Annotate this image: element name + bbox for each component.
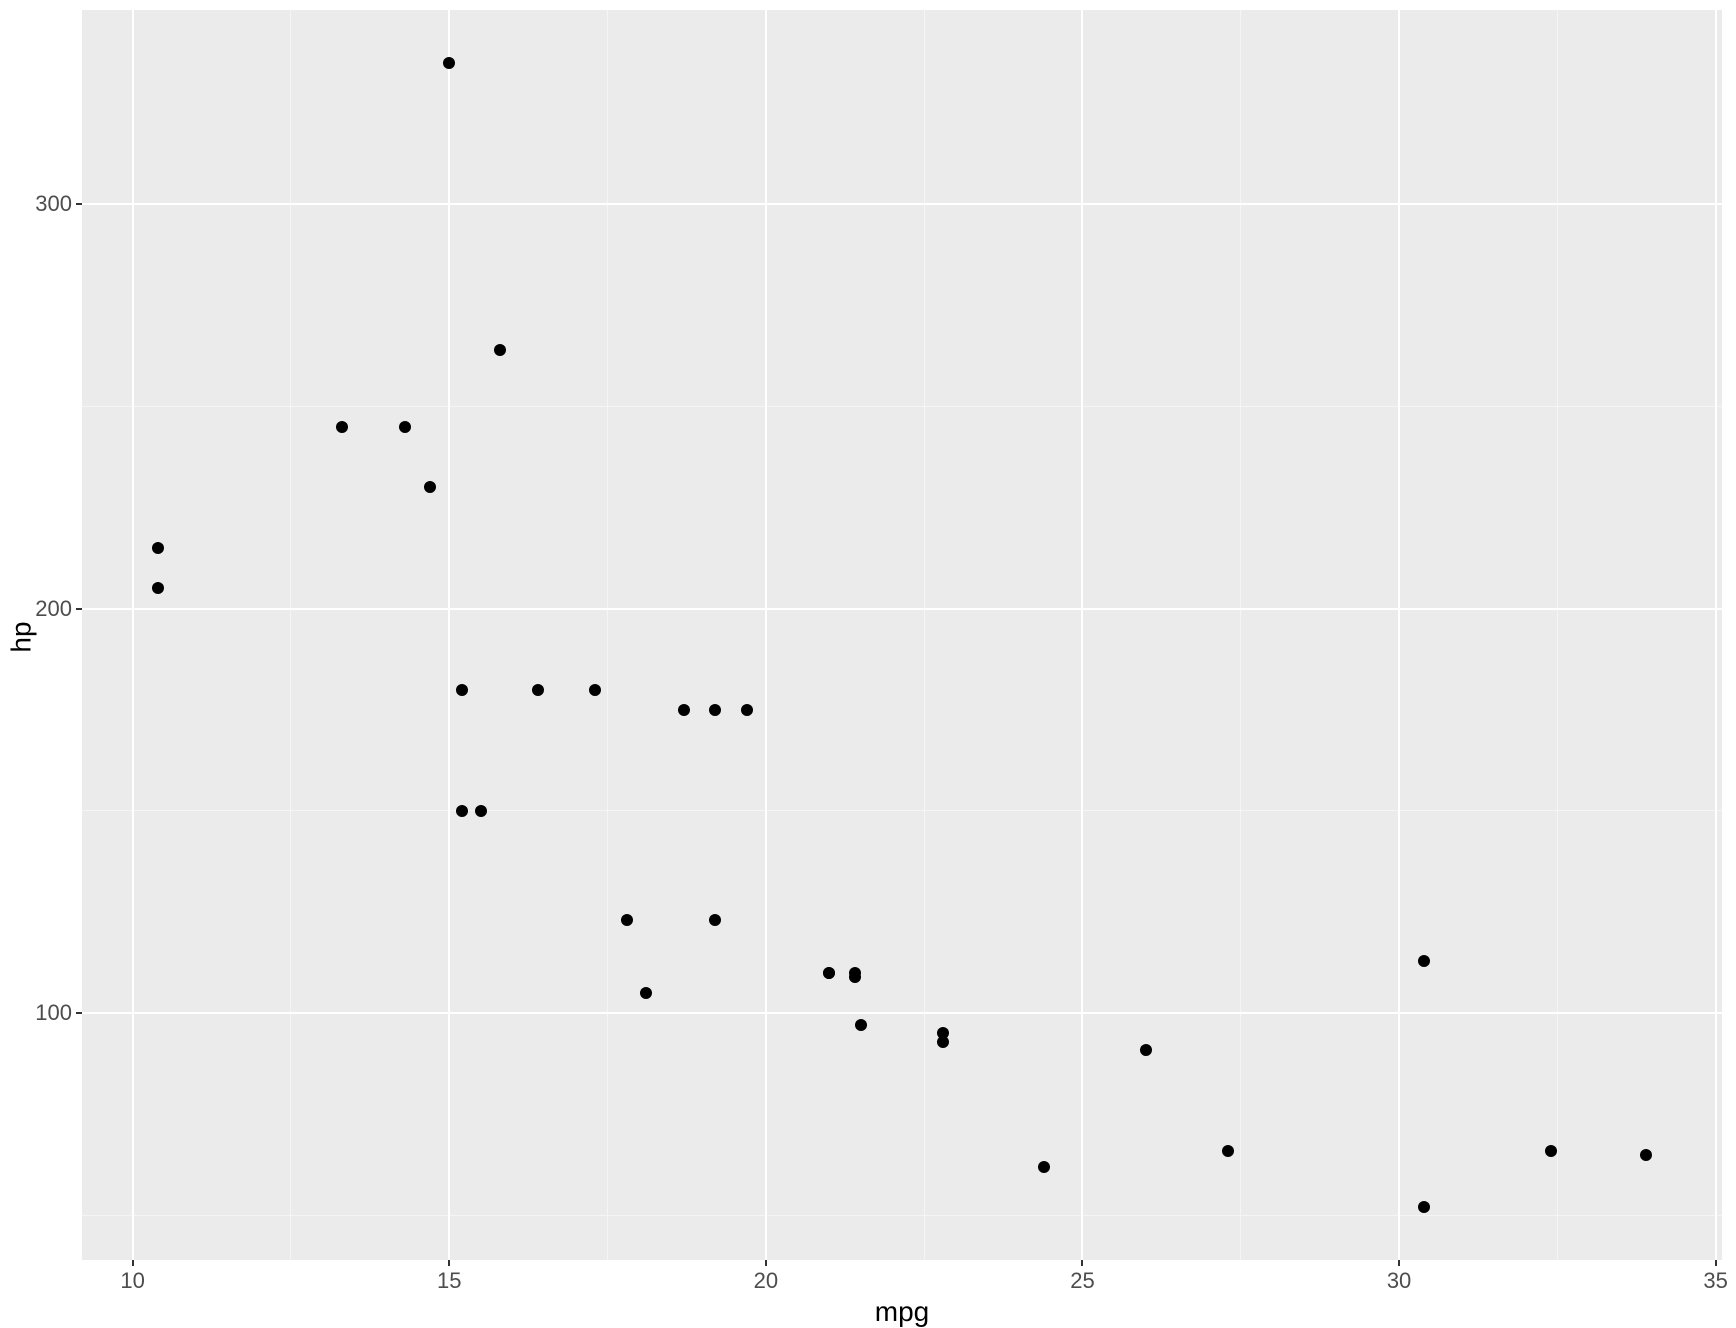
data-point — [621, 914, 633, 926]
data-point — [937, 1027, 949, 1039]
y-tick — [76, 608, 82, 610]
minor-grid-vertical — [607, 10, 608, 1260]
data-point — [152, 542, 164, 554]
major-grid-horizontal — [82, 1012, 1722, 1014]
data-point — [1545, 1145, 1557, 1157]
data-point — [709, 704, 721, 716]
major-grid-vertical — [1081, 10, 1083, 1260]
major-grid-vertical — [448, 10, 450, 1260]
x-tick-label: 20 — [754, 1268, 778, 1294]
x-axis-title: mpg — [875, 1296, 929, 1328]
data-point — [399, 421, 411, 433]
x-tick-label: 30 — [1387, 1268, 1411, 1294]
data-point — [823, 967, 835, 979]
data-point — [456, 684, 468, 696]
data-point — [589, 684, 601, 696]
x-tick-label: 15 — [437, 1268, 461, 1294]
data-point — [709, 914, 721, 926]
data-point — [855, 1019, 867, 1031]
x-tick — [448, 1260, 450, 1266]
data-point — [475, 805, 487, 817]
minor-grid-horizontal — [82, 810, 1722, 811]
data-point — [152, 582, 164, 594]
data-point — [849, 971, 861, 983]
x-tick — [132, 1260, 134, 1266]
minor-grid-vertical — [290, 10, 291, 1260]
y-tick-label: 200 — [35, 596, 72, 622]
x-tick-label: 35 — [1703, 1268, 1727, 1294]
scatter-chart: mpg hp 101520253035100200300 — [0, 0, 1736, 1320]
major-grid-horizontal — [82, 203, 1722, 205]
major-grid-vertical — [765, 10, 767, 1260]
data-point — [1222, 1145, 1234, 1157]
data-point — [336, 421, 348, 433]
major-grid-vertical — [132, 10, 134, 1260]
major-grid-vertical — [1398, 10, 1400, 1260]
y-axis-title: hp — [6, 621, 38, 652]
y-tick — [76, 203, 82, 205]
data-point — [494, 344, 506, 356]
data-point — [456, 805, 468, 817]
data-point — [741, 704, 753, 716]
minor-grid-vertical — [1240, 10, 1241, 1260]
data-point — [678, 704, 690, 716]
data-point — [1140, 1044, 1152, 1056]
x-tick-label: 10 — [120, 1268, 144, 1294]
minor-grid-vertical — [924, 10, 925, 1260]
y-tick-label: 300 — [35, 191, 72, 217]
minor-grid-horizontal — [82, 1215, 1722, 1216]
x-tick — [1081, 1260, 1083, 1266]
plot-panel — [82, 10, 1722, 1260]
major-grid-vertical — [1715, 10, 1717, 1260]
data-point — [640, 987, 652, 999]
data-point — [532, 684, 544, 696]
y-tick-label: 100 — [35, 1000, 72, 1026]
data-point — [1418, 1201, 1430, 1213]
data-point — [424, 481, 436, 493]
x-tick — [765, 1260, 767, 1266]
minor-grid-vertical — [1557, 10, 1558, 1260]
major-grid-horizontal — [82, 608, 1722, 610]
y-tick — [76, 1012, 82, 1014]
data-point — [1640, 1149, 1652, 1161]
minor-grid-horizontal — [82, 406, 1722, 407]
data-point — [443, 57, 455, 69]
x-tick — [1398, 1260, 1400, 1266]
x-tick-label: 25 — [1070, 1268, 1094, 1294]
data-point — [1038, 1161, 1050, 1173]
x-tick — [1715, 1260, 1717, 1266]
data-point — [1418, 955, 1430, 967]
